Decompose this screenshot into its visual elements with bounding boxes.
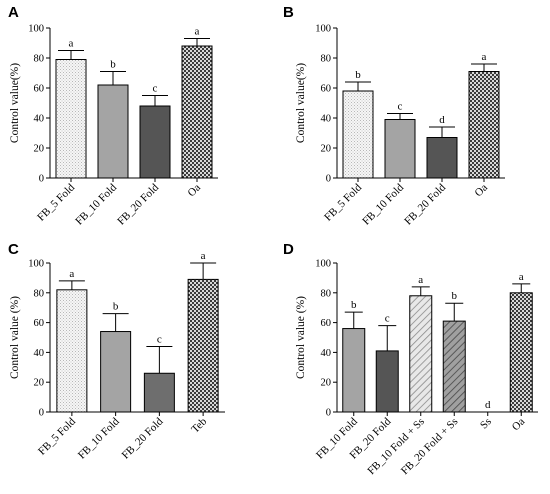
significance-label: a [195,26,200,38]
significance-label: c [398,101,403,113]
x-tick-label: FB_5 Fold [35,181,77,223]
bar [143,372,175,413]
bar [55,59,87,179]
significance-label: d [485,399,491,411]
bar [509,292,533,413]
y-tick-label: 100 [28,259,44,270]
significance-label: c [153,83,158,95]
significance-label: a [519,271,524,283]
x-tick-label: Teb [189,415,209,435]
x-tick-label: FB_10 Fold [76,415,122,461]
y-tick-label: 0 [39,174,44,185]
x-tick-label: FB_5 Fold [36,415,78,457]
y-tick-label: 0 [326,408,331,419]
y-tick-label: 40 [34,348,45,359]
significance-label: b [110,59,116,71]
bar [384,119,416,179]
y-tick-label: 80 [34,288,45,299]
y-axis-label: Control value (%) [295,296,307,379]
y-tick-label: 100 [315,259,331,270]
significance-label: a [201,250,206,262]
x-tick-label: FB_20 Fold [402,181,448,227]
y-tick-label: 100 [28,24,44,35]
y-tick-label: 20 [34,144,45,155]
y-tick-label: 40 [34,114,45,125]
y-axis-label: Control value(%) [295,63,307,143]
bar [187,278,219,413]
y-tick-label: 20 [34,378,45,389]
panel-label: C [8,241,19,258]
significance-label: b [452,290,458,302]
y-tick-label: 40 [321,114,332,125]
y-tick-label: 20 [321,378,332,389]
y-tick-label: 80 [34,54,45,65]
y-tick-label: 60 [321,318,332,329]
significance-label: a [69,38,74,50]
panel-c: C 0 20 40 60 80 100 Control value (%) a FB_5 Fold… [8,241,225,462]
significance-label: a [69,268,74,280]
x-tick-label: Ss [478,416,494,432]
y-tick-label: 60 [34,84,45,95]
bar [139,105,171,179]
panel-b: B 0 20 40 60 80 100 Control value(%) b FB_5 Fold c… [283,4,505,228]
y-axis-label: Control value(%) [9,63,21,143]
y-tick-label: 80 [321,54,332,65]
significance-label: a [418,274,423,286]
significance-label: b [113,301,119,313]
bar [426,137,458,179]
x-tick-label: Oa [510,416,528,434]
panel-label: B [283,4,294,21]
x-tick-label: Oa [186,182,204,200]
panel-label: A [8,4,19,21]
x-tick-label: FB_20 Fold [120,415,166,461]
x-tick-label: FB_20 Fold [115,181,161,227]
bar [468,71,500,179]
bar [97,84,129,179]
bar [442,320,466,413]
significance-label: c [385,313,390,325]
y-tick-label: 60 [34,318,45,329]
x-tick-label: FB_10 Fold [360,181,406,227]
significance-label: b [355,69,361,81]
panel-label: D [283,241,294,258]
significance-label: c [157,333,162,345]
bar [56,289,88,413]
significance-label: b [351,299,357,311]
x-tick-label: FB_5 Fold [322,181,364,223]
bar [409,295,433,413]
y-tick-label: 0 [326,174,331,185]
x-tick-label: FB_10 Fold [73,181,119,227]
panel-a: A 0 20 40 60 80 100 Control value(%) a FB_5 Fold b… [8,4,218,228]
bar [181,45,213,179]
y-tick-label: 20 [321,144,332,155]
bar [100,331,132,413]
y-tick-label: 60 [321,84,332,95]
bar [375,350,399,413]
y-tick-label: 80 [321,288,332,299]
y-axis-label: Control value (%) [9,296,21,379]
y-tick-label: 40 [321,348,332,359]
significance-label: a [482,51,487,63]
bar [342,328,366,413]
significance-label: d [439,114,445,126]
y-tick-label: 100 [315,24,331,35]
y-tick-label: 0 [39,408,44,419]
x-tick-label: Oa [473,182,491,200]
bar [342,90,374,179]
